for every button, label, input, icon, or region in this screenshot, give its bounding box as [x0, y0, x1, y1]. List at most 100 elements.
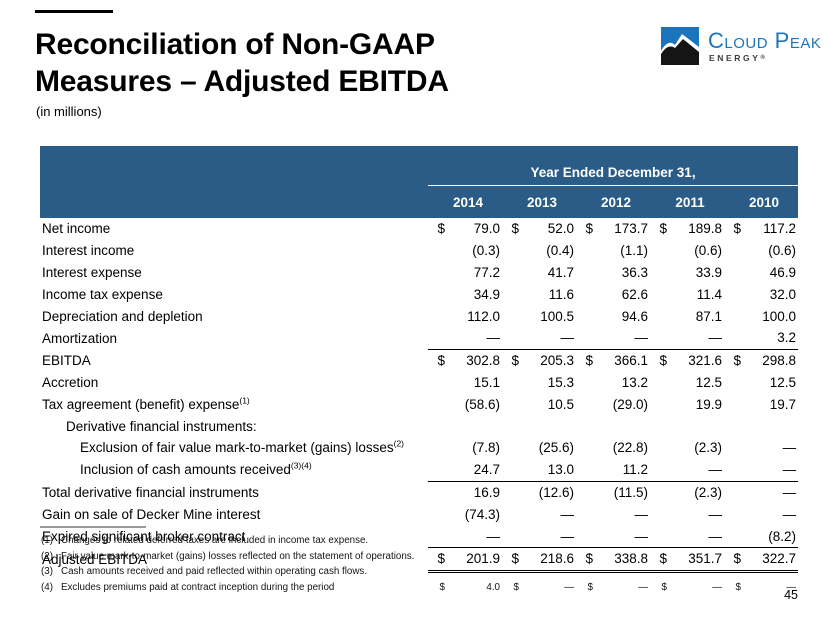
cell-dollar: $ — [650, 547, 670, 573]
cell-dollar — [502, 525, 522, 548]
cell-dollar — [428, 305, 448, 327]
cell-dollar: $ — [659, 353, 667, 369]
cell-dollar — [576, 525, 596, 548]
cell-dollar: $ — [439, 582, 445, 594]
cell-dollar: $ — [659, 221, 667, 237]
cell-value: 11.4 — [696, 286, 722, 302]
row-label: Derivative financial instruments: — [66, 418, 257, 434]
logo-name: Cloud Peak — [708, 28, 822, 53]
cell-value: 52.0 — [547, 221, 574, 237]
cell-dollar — [650, 458, 670, 482]
cell-dollar — [502, 240, 522, 262]
cell-value: (74.3) — [464, 506, 500, 522]
cell-dollar — [724, 372, 744, 394]
cell-dollar: $ — [513, 582, 519, 594]
cell-value: 13.0 — [522, 458, 576, 482]
cell-dollar — [724, 305, 744, 327]
cell-dollar — [502, 458, 522, 482]
page-title: Reconciliation of Non-GAAP Measures – Adj… — [35, 26, 449, 100]
table-row: Income tax expense 34.9 11.6 62.6 11.4 32.0 — [40, 283, 798, 305]
cell-dollar — [576, 305, 596, 327]
cell-dollar: $ — [511, 221, 519, 237]
cell-value: 12.5 — [695, 374, 722, 390]
cell-dollar — [502, 262, 522, 284]
cell-value: 4.0 — [486, 582, 500, 594]
row-label: Depreciation and depletion — [42, 308, 203, 324]
table-row: Exclusion of fair value mark-to-market (… — [40, 437, 798, 459]
footnote-number: (1) — [41, 535, 53, 547]
cell-value: 15.3 — [547, 374, 574, 390]
table-row: Interest expense 77.2 41.7 36.3 33.9 46.9 — [40, 262, 798, 284]
cell-value: 338.8 — [596, 547, 650, 573]
cell-value: 12.5 — [769, 374, 797, 390]
title-line-2: Measures – Adjusted EBITDA — [35, 65, 449, 98]
cell-dollar — [724, 415, 744, 437]
table-row: Total derivative financial instruments 16… — [40, 481, 798, 503]
cell-value: 11.6 — [548, 286, 574, 302]
footnote-table: (1) Changes to related deferred taxes are… — [40, 533, 798, 595]
cell-dollar — [576, 415, 596, 437]
table-row: Depreciation and depletion 112.0 100.5 94.6… — [40, 305, 798, 327]
cell-dollar: $ — [585, 221, 593, 237]
cell-dollar — [502, 481, 522, 503]
cell-value: 13.2 — [621, 374, 648, 390]
cell-dollar — [650, 415, 670, 437]
cell-value: (11.5) — [613, 484, 648, 500]
cell-dollar — [428, 240, 448, 262]
cell-dollar — [576, 437, 596, 459]
cell-value: — — [782, 440, 797, 456]
cell-value: 321.6 — [688, 353, 722, 369]
cell-value: — — [560, 506, 575, 522]
cell-value: 62.6 — [621, 286, 648, 302]
footnote-separator — [40, 526, 146, 528]
cell-dollar — [502, 326, 522, 350]
cell-value: — — [522, 326, 576, 350]
cell-dollar — [576, 262, 596, 284]
cell-dollar: $ — [587, 582, 593, 594]
cell-dollar — [502, 305, 522, 327]
table-row: Interest income (0.3) (0.4) (1.1) (0.6) (0.6) — [40, 240, 798, 262]
cell-dollar — [724, 262, 744, 284]
cell-dollar — [650, 326, 670, 350]
cell-value: 87.1 — [695, 308, 722, 324]
cell-dollar: $ — [661, 582, 667, 594]
cell-value: 19.7 — [769, 396, 797, 412]
cell-dollar — [502, 393, 522, 415]
cell-dollar — [650, 393, 670, 415]
cell-value: 201.9 — [448, 547, 502, 573]
cell-dollar — [650, 481, 670, 503]
table-body: Net income $79.0 $52.0 $173.7 $189.8 $117.2 In… — [40, 218, 799, 573]
footnote-text: Changes to related deferred taxes are in… — [61, 535, 369, 547]
cell-value — [596, 415, 650, 437]
cell-dollar — [576, 481, 596, 503]
cell-value: (8.2) — [744, 525, 799, 548]
cell-value: 3.2 — [744, 326, 799, 350]
table-row: Inclusion of cash amounts received(3)(4)… — [40, 458, 799, 482]
cell-dollar: $ — [724, 547, 744, 573]
table-row: Derivative financial instruments: — [40, 415, 798, 437]
cell-value: (7.8) — [472, 440, 500, 456]
table-row: Amortization — — — — 3.2 — [40, 326, 799, 350]
table-row: Gain on sale of Decker Mine interest (74.… — [40, 503, 798, 525]
cell-value: (2.3) — [694, 484, 722, 500]
cell-dollar: $ — [511, 353, 519, 369]
title-line-1: Reconciliation of Non-GAAP — [35, 28, 435, 61]
cell-value: 16.9 — [473, 484, 500, 500]
title-accent-rule — [35, 10, 113, 13]
footnotes: (1) Changes to related deferred taxes are… — [40, 526, 798, 595]
year-column-header: 2010 — [724, 185, 799, 218]
cell-dollar — [428, 262, 448, 284]
cell-value: (0.3) — [472, 243, 500, 259]
cell-value — [448, 415, 502, 437]
cell-dollar — [428, 437, 448, 459]
cell-dollar — [650, 240, 670, 262]
cell-value: — — [670, 525, 724, 548]
row-label: EBITDA — [42, 352, 91, 368]
cell-dollar — [428, 525, 448, 548]
footnote-ref: (1) — [239, 395, 250, 406]
cell-dollar — [428, 372, 448, 394]
footnote-row: (1) Changes to related deferred taxes are… — [40, 533, 798, 549]
cell-value: — — [670, 326, 724, 350]
cell-dollar — [724, 283, 744, 305]
footnote-row: (4) Excludes premiums paid at contract in… — [40, 580, 798, 596]
